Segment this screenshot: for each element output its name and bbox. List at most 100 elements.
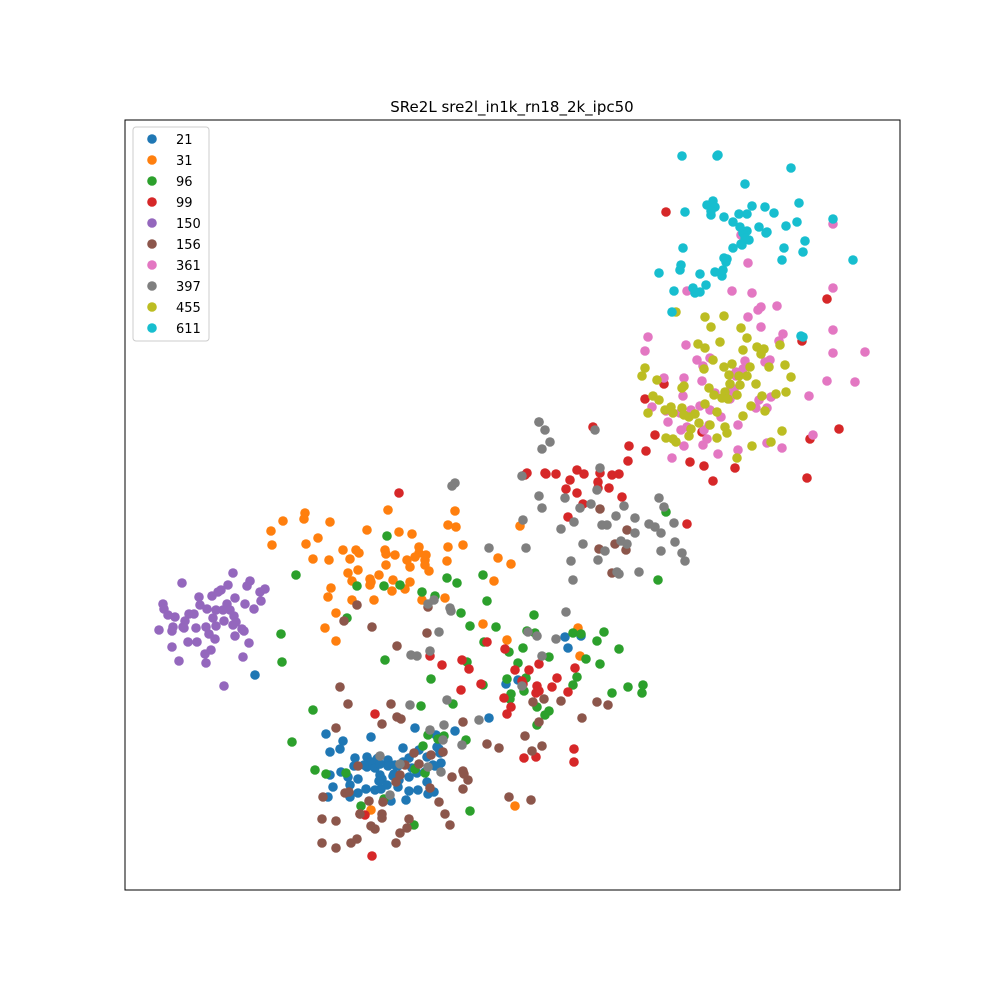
point-156-25: [391, 777, 401, 787]
point-455-67: [700, 343, 710, 353]
point-156-45: [331, 816, 341, 826]
point-156-15: [526, 795, 536, 805]
point-397-56: [656, 528, 666, 538]
point-21-63: [430, 761, 440, 771]
point-611-45: [710, 267, 720, 277]
point-96-61: [380, 655, 390, 665]
point-455-34: [732, 390, 742, 400]
point-31-36: [443, 520, 453, 530]
point-455-64: [679, 381, 689, 391]
point-96-33: [592, 636, 602, 646]
point-150-53: [211, 605, 221, 615]
legend-marker-99: [147, 197, 157, 207]
point-99-68: [650, 430, 660, 440]
point-611-9: [798, 247, 808, 257]
point-397-41: [630, 513, 640, 523]
point-397-0: [592, 485, 602, 495]
point-31-30: [489, 576, 499, 586]
point-156-51: [534, 717, 544, 727]
point-21-10: [328, 782, 338, 792]
point-99-17: [561, 484, 571, 494]
point-361-54: [756, 302, 766, 312]
point-31-5: [343, 568, 353, 578]
point-156-35: [458, 784, 468, 794]
legend-label-31: 31: [176, 154, 193, 169]
point-611-54: [706, 206, 716, 216]
point-31-24: [308, 554, 318, 564]
point-455-18: [752, 342, 762, 352]
point-397-49: [654, 493, 664, 503]
point-31-52: [320, 623, 330, 633]
point-150-36: [201, 622, 211, 632]
point-96-3: [308, 705, 318, 715]
point-99-23: [541, 469, 551, 479]
point-99-35: [457, 655, 467, 665]
point-455-48: [652, 375, 662, 385]
point-611-40: [695, 269, 705, 279]
point-611-21: [678, 243, 688, 253]
point-99-9: [614, 469, 624, 479]
point-150-4: [223, 580, 233, 590]
point-611-51: [734, 209, 744, 219]
point-99-47: [506, 702, 516, 712]
point-361-44: [828, 283, 838, 293]
point-361-52: [679, 441, 689, 451]
point-455-45: [720, 422, 730, 432]
point-156-17: [577, 713, 587, 723]
point-361-1: [743, 258, 753, 268]
point-150-40: [244, 638, 254, 648]
point-397-6: [521, 543, 531, 553]
point-611-53: [798, 332, 808, 342]
point-31-50: [510, 801, 520, 811]
point-397-29: [540, 425, 550, 435]
point-611-30: [769, 208, 779, 218]
point-455-28: [700, 399, 710, 409]
series-150: [154, 568, 270, 691]
point-96-42: [482, 596, 492, 606]
point-455-32: [742, 371, 752, 381]
point-150-48: [219, 616, 229, 626]
legend-label-21: 21: [176, 133, 193, 148]
point-99-67: [708, 476, 718, 486]
point-96-54: [379, 581, 389, 591]
point-31-3: [267, 540, 277, 550]
point-99-54: [534, 659, 544, 669]
point-96-28: [623, 682, 633, 692]
point-156-57: [595, 504, 605, 514]
point-156-67: [352, 600, 362, 610]
point-150-28: [201, 658, 211, 668]
point-156-39: [331, 843, 341, 853]
point-99-62: [499, 693, 509, 703]
point-455-63: [690, 409, 700, 419]
point-150-47: [174, 656, 184, 666]
point-31-65: [381, 549, 391, 559]
point-31-46: [394, 527, 404, 537]
point-99-30: [730, 463, 740, 473]
point-611-36: [747, 201, 757, 211]
point-397-1: [590, 425, 600, 435]
point-99-69: [641, 446, 651, 456]
point-611-37: [760, 202, 770, 212]
point-21-56: [410, 723, 420, 733]
point-611-55: [667, 307, 677, 317]
point-99-41: [570, 663, 580, 673]
point-361-31: [828, 348, 838, 358]
point-455-7: [786, 372, 796, 382]
point-361-43: [808, 430, 818, 440]
point-96-1: [276, 629, 286, 639]
point-99-6: [617, 492, 627, 502]
point-397-54: [586, 499, 596, 509]
point-156-12: [482, 739, 492, 749]
point-156-43: [378, 797, 388, 807]
legend: 21 31 96 99 150 156 361 397 455 611: [132, 126, 210, 342]
point-150-10: [237, 624, 247, 634]
point-156-60: [537, 741, 547, 751]
point-31-32: [478, 619, 488, 629]
point-455-9: [781, 387, 791, 397]
point-455-36: [694, 418, 704, 428]
point-397-55: [677, 548, 687, 558]
point-99-18: [572, 488, 582, 498]
point-156-34: [434, 797, 444, 807]
point-611-8: [779, 243, 789, 253]
point-150-52: [179, 623, 189, 633]
